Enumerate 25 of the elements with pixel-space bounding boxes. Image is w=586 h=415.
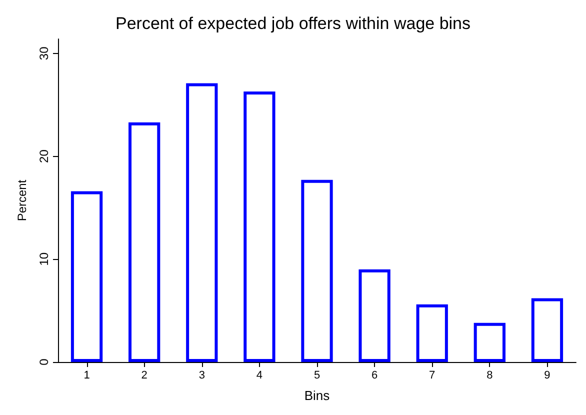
x-tick-label: 7 bbox=[429, 370, 436, 382]
bar bbox=[531, 298, 564, 362]
x-tick-label: 4 bbox=[256, 370, 263, 382]
x-tick-label: 8 bbox=[486, 370, 493, 382]
x-tick-label: 6 bbox=[371, 370, 378, 382]
bar bbox=[70, 191, 103, 362]
x-tick-label: 3 bbox=[198, 370, 205, 382]
y-tick-label: 10 bbox=[37, 252, 51, 266]
bar bbox=[416, 304, 448, 362]
x-tick-label: 5 bbox=[314, 370, 320, 382]
y-tick-label: 20 bbox=[37, 149, 51, 163]
bar bbox=[128, 122, 160, 362]
bar bbox=[474, 322, 506, 362]
bar bbox=[186, 83, 218, 362]
x-axis-title: Bins bbox=[304, 388, 330, 403]
x-tick-label: 2 bbox=[141, 370, 148, 382]
y-tick-label: 0 bbox=[37, 358, 51, 366]
y-axis-title: Percent bbox=[15, 179, 29, 222]
bar bbox=[244, 91, 276, 362]
x-tick-label: 1 bbox=[84, 370, 90, 382]
chart-title: Percent of expected job offers within wage bins bbox=[115, 14, 471, 33]
bar bbox=[301, 180, 333, 362]
y-tick-label: 30 bbox=[37, 46, 51, 60]
bar bbox=[358, 269, 390, 362]
x-tick-label: 9 bbox=[544, 370, 550, 382]
